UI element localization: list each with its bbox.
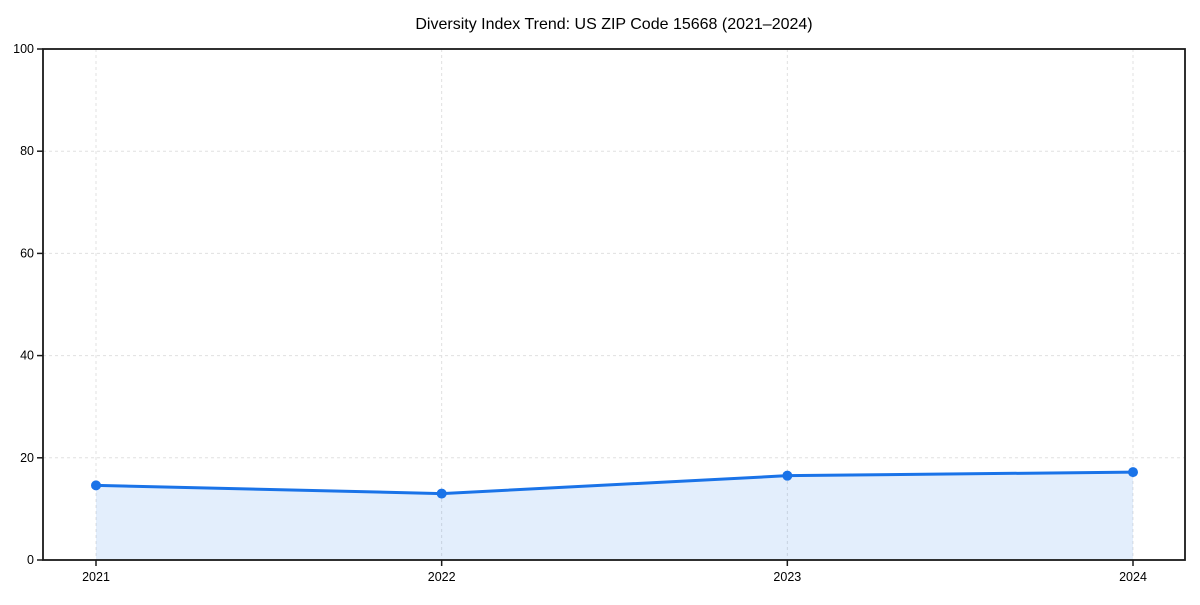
axes	[37, 48, 1186, 566]
data-point-2021	[91, 480, 101, 491]
plot-border	[42, 48, 1186, 561]
x-tick-label: 2024	[1119, 570, 1147, 584]
y-tick-label: 20	[20, 451, 34, 465]
x-tick-label: 2022	[428, 570, 456, 584]
chart-title: Diversity Index Trend: US ZIP Code 15668…	[415, 16, 812, 33]
x-tick-label: 2021	[82, 570, 110, 584]
data-point-2023	[782, 470, 793, 481]
y-tick-label: 60	[20, 246, 34, 260]
data-point-2024	[1128, 467, 1138, 478]
area-fill	[96, 472, 1133, 560]
trend-line	[94, 470, 1135, 496]
y-tick-label: 100	[13, 42, 34, 56]
y-tick-label: 80	[20, 144, 34, 158]
y-tick-label: 0	[27, 553, 34, 567]
trend-line-path	[94, 470, 1135, 496]
y-tick-label: 40	[20, 349, 34, 363]
data-point-2022	[436, 488, 447, 499]
data-points	[91, 467, 1138, 499]
area-fill-path	[96, 472, 1133, 560]
tick-labels: 0 20 40 60 80 100 2021 2022 2023 2024	[13, 42, 1147, 584]
x-tick-label: 2023	[773, 570, 801, 584]
gridlines	[43, 49, 1185, 560]
